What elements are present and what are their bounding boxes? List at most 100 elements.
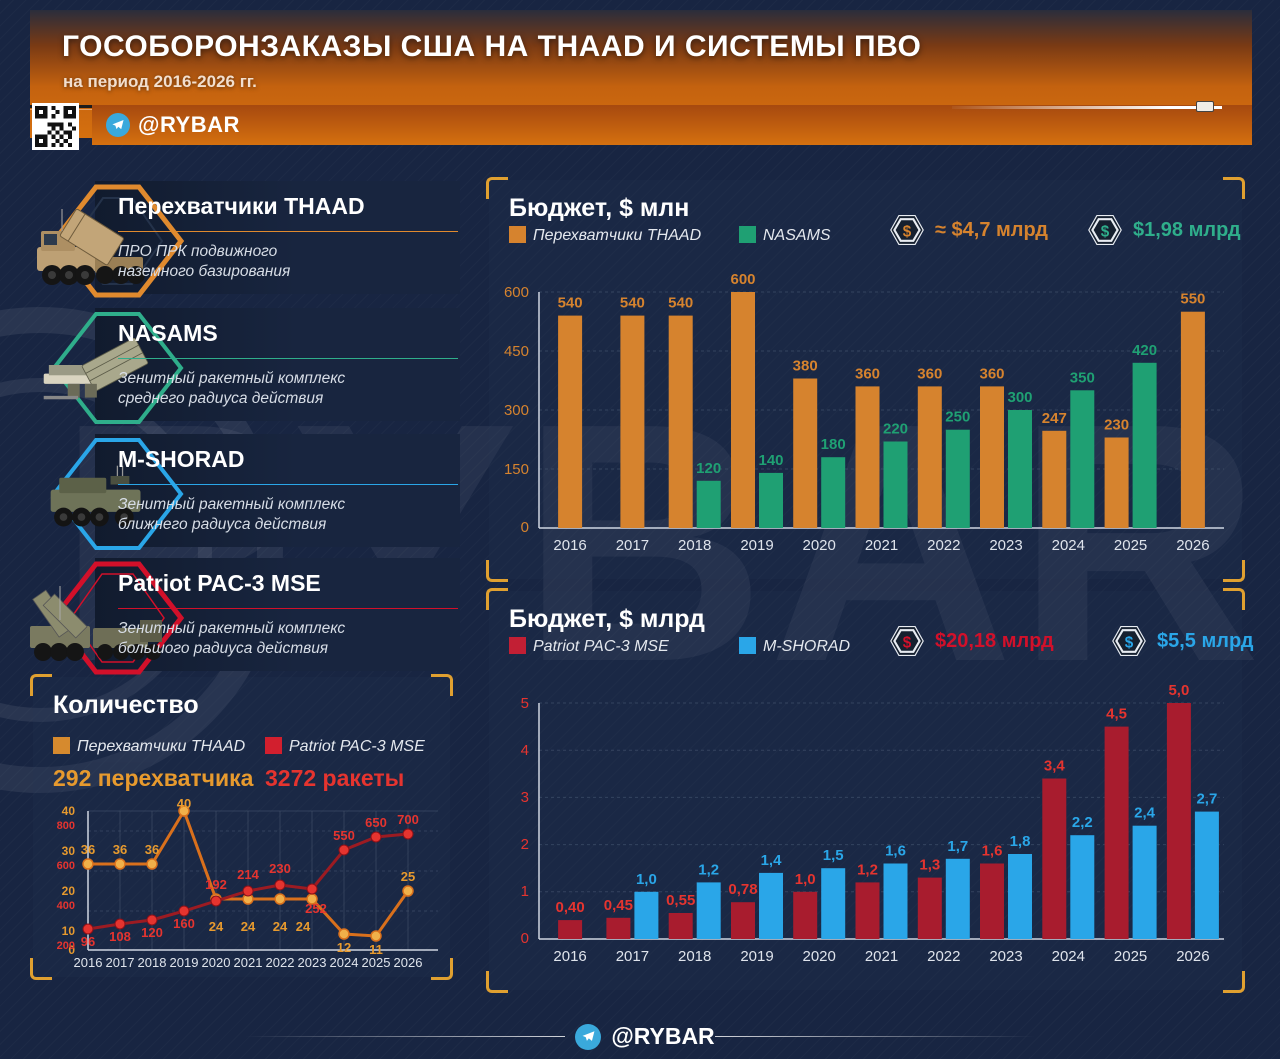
svg-text:40: 40 <box>62 804 76 818</box>
svg-text:420: 420 <box>1132 342 1157 359</box>
svg-text:350: 350 <box>1070 369 1095 386</box>
svg-text:0,55: 0,55 <box>666 892 695 909</box>
svg-text:2026: 2026 <box>1176 537 1209 554</box>
svg-text:220: 220 <box>883 421 908 438</box>
svg-text:4: 4 <box>521 742 529 759</box>
svg-text:36: 36 <box>113 842 127 857</box>
svg-text:2016: 2016 <box>553 948 586 965</box>
svg-text:2020: 2020 <box>803 537 836 554</box>
svg-text:24: 24 <box>273 919 288 934</box>
svg-text:2020: 2020 <box>803 948 836 965</box>
svg-text:$: $ <box>903 634 912 651</box>
svg-text:180: 180 <box>821 436 846 453</box>
svg-text:10: 10 <box>62 924 76 938</box>
svg-text:2,4: 2,4 <box>1134 805 1156 822</box>
svg-text:1: 1 <box>521 883 529 900</box>
svg-text:1,4: 1,4 <box>761 852 783 869</box>
svg-text:1,2: 1,2 <box>698 861 719 878</box>
svg-text:0,78: 0,78 <box>728 881 757 898</box>
svg-text:$: $ <box>903 223 912 240</box>
svg-text:2016: 2016 <box>553 537 586 554</box>
svg-text:0: 0 <box>521 519 529 536</box>
svg-text:650: 650 <box>365 815 387 830</box>
svg-text:25: 25 <box>401 869 415 884</box>
svg-text:1,8: 1,8 <box>1010 833 1031 850</box>
svg-text:214: 214 <box>237 867 259 882</box>
svg-text:2022: 2022 <box>927 537 960 554</box>
svg-text:3: 3 <box>521 789 529 806</box>
svg-text:2018: 2018 <box>138 955 167 970</box>
svg-text:2,2: 2,2 <box>1072 814 1093 831</box>
svg-text:2025: 2025 <box>362 955 391 970</box>
svg-text:40: 40 <box>177 799 191 811</box>
svg-text:1,7: 1,7 <box>947 838 968 855</box>
svg-text:252: 252 <box>305 901 327 916</box>
svg-text:550: 550 <box>1180 291 1205 308</box>
svg-text:360: 360 <box>855 365 880 382</box>
svg-text:380: 380 <box>793 358 818 375</box>
svg-text:2017: 2017 <box>616 948 649 965</box>
svg-text:230: 230 <box>269 861 291 876</box>
svg-text:600: 600 <box>730 271 755 288</box>
svg-text:2019: 2019 <box>740 537 773 554</box>
svg-text:$: $ <box>1101 223 1110 240</box>
svg-text:24: 24 <box>209 919 224 934</box>
svg-text:24: 24 <box>241 919 256 934</box>
svg-text:2021: 2021 <box>865 948 898 965</box>
svg-text:1,3: 1,3 <box>919 857 940 874</box>
svg-text:550: 550 <box>333 828 355 843</box>
svg-text:1,0: 1,0 <box>795 871 816 888</box>
svg-text:5: 5 <box>521 695 529 712</box>
svg-text:20: 20 <box>62 884 76 898</box>
svg-text:120: 120 <box>141 925 163 940</box>
svg-text:247: 247 <box>1042 410 1067 427</box>
svg-text:2017: 2017 <box>616 537 649 554</box>
svg-text:300: 300 <box>504 402 529 419</box>
svg-text:540: 540 <box>558 295 583 312</box>
svg-text:540: 540 <box>668 295 693 312</box>
svg-text:30: 30 <box>62 844 76 858</box>
svg-text:400: 400 <box>57 900 75 912</box>
svg-text:2018: 2018 <box>678 537 711 554</box>
svg-text:36: 36 <box>145 842 159 857</box>
svg-text:2023: 2023 <box>298 955 327 970</box>
svg-text:12: 12 <box>337 940 351 955</box>
svg-text:540: 540 <box>620 295 645 312</box>
svg-text:2: 2 <box>521 836 529 853</box>
svg-text:2023: 2023 <box>989 948 1022 965</box>
svg-text:150: 150 <box>504 461 529 478</box>
svg-text:0: 0 <box>521 930 529 947</box>
svg-text:1,6: 1,6 <box>982 843 1003 860</box>
svg-text:200: 200 <box>57 940 75 952</box>
svg-text:300: 300 <box>1007 389 1032 406</box>
svg-text:1,2: 1,2 <box>857 861 878 878</box>
svg-text:2024: 2024 <box>1052 537 1085 554</box>
svg-text:2024: 2024 <box>330 955 359 970</box>
svg-text:120: 120 <box>696 460 721 477</box>
svg-text:0,40: 0,40 <box>555 899 584 916</box>
svg-text:1,5: 1,5 <box>823 847 844 864</box>
svg-text:360: 360 <box>979 365 1004 382</box>
svg-text:250: 250 <box>945 409 970 426</box>
svg-text:0,45: 0,45 <box>604 897 633 914</box>
svg-text:700: 700 <box>397 812 419 827</box>
svg-text:2016: 2016 <box>74 955 103 970</box>
svg-text:2019: 2019 <box>740 948 773 965</box>
svg-text:2025: 2025 <box>1114 537 1147 554</box>
svg-text:4,5: 4,5 <box>1106 706 1127 723</box>
svg-text:2026: 2026 <box>1176 948 1209 965</box>
svg-text:2,7: 2,7 <box>1196 791 1217 808</box>
svg-text:450: 450 <box>504 343 529 360</box>
svg-text:2025: 2025 <box>1114 948 1147 965</box>
svg-text:160: 160 <box>173 916 195 931</box>
svg-text:2021: 2021 <box>865 537 898 554</box>
svg-text:1,6: 1,6 <box>885 843 906 860</box>
svg-text:360: 360 <box>917 365 942 382</box>
svg-text:108: 108 <box>109 929 131 944</box>
svg-text:600: 600 <box>504 284 529 301</box>
svg-text:2017: 2017 <box>106 955 135 970</box>
svg-text:2023: 2023 <box>989 537 1022 554</box>
svg-text:230: 230 <box>1104 417 1129 434</box>
svg-text:$: $ <box>1125 634 1134 651</box>
svg-text:2020: 2020 <box>202 955 231 970</box>
